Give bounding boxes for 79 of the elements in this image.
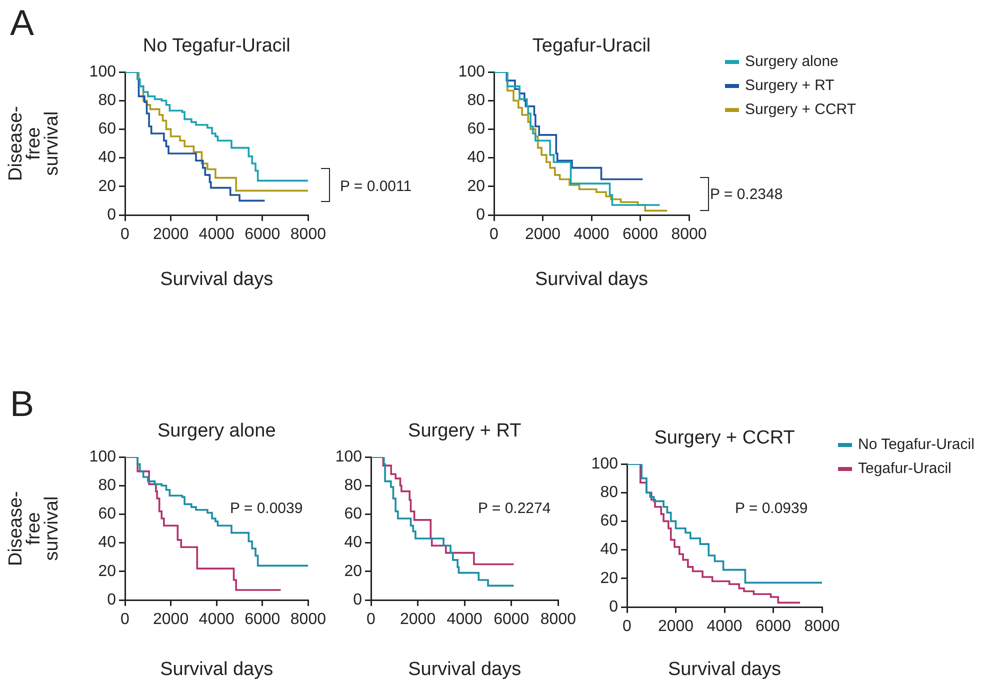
- x-tick-label: 4000: [574, 226, 610, 244]
- x-tick-label: 0: [490, 226, 499, 244]
- y-tick-label: 20: [98, 562, 116, 580]
- y-tick-label: 80: [467, 92, 486, 110]
- x-tick-label: 0: [622, 618, 632, 636]
- y-tick-label: 40: [98, 149, 116, 166]
- chart-title: No Tegafur-Uracil: [142, 36, 290, 57]
- y-tick-label: 40: [344, 534, 362, 552]
- legend-label: Surgery + RT: [745, 77, 834, 94]
- y-tick-label: 40: [600, 541, 618, 558]
- x-axis-title: Survival days: [408, 658, 522, 680]
- y-tick-label: 80: [344, 477, 362, 494]
- y-tick-label: 0: [476, 206, 486, 224]
- x-tick-label: 0: [366, 611, 376, 628]
- x-tick-label: 6000: [494, 611, 530, 628]
- y-tick-label: 0: [107, 206, 116, 224]
- x-axis-title: Survival days: [535, 268, 648, 290]
- y-tick-label: 20: [467, 178, 486, 195]
- text: B: [10, 383, 34, 425]
- y-tick-label: 80: [98, 92, 116, 110]
- chart-title: Surgery + RT: [408, 420, 522, 442]
- x-axis-title: Survival days: [160, 658, 274, 680]
- x-axis-title: Survival days: [160, 268, 274, 290]
- text: P = 0.2348: [710, 186, 783, 203]
- chart-title: Tegafur-Uracil: [532, 36, 651, 57]
- x-tick-label: 4000: [198, 226, 234, 244]
- x-tick-label: 8000: [671, 226, 707, 244]
- x-tick-label: 8000: [290, 226, 326, 244]
- y-tick-label: 60: [98, 120, 116, 138]
- legend-label: Tegafur-Uracil: [858, 460, 952, 478]
- x-tick-label: 4000: [446, 611, 482, 628]
- legend-label: Surgery + CCRT: [745, 101, 856, 118]
- y-tick-label: 100: [458, 63, 486, 80]
- annotation: P = 0.0039: [230, 500, 303, 517]
- legend-label: Surgery alone: [745, 53, 838, 70]
- x-tick-label: 2000: [400, 611, 436, 628]
- legend-label: No Tegafur-Uracil: [858, 436, 974, 454]
- y-tick-label: 80: [98, 477, 116, 494]
- y-tick-label: 100: [89, 63, 116, 80]
- annotation: P = 0.2274: [478, 500, 551, 517]
- annotation: P = 0.0939: [735, 500, 808, 517]
- x-tick-label: 8000: [290, 611, 326, 628]
- x-tick-label: 0: [120, 226, 130, 244]
- y-axis-title: Disease-free survival: [5, 491, 62, 566]
- x-tick-label: 8000: [804, 618, 840, 636]
- x-tick-label: 2000: [524, 226, 561, 244]
- x-tick-label: 6000: [244, 226, 280, 244]
- y-tick-label: 40: [467, 149, 486, 166]
- x-tick-label: 0: [120, 611, 130, 628]
- y-tick-label: 100: [591, 455, 618, 472]
- y-tick-label: 20: [600, 570, 618, 587]
- x-tick-label: 2000: [658, 618, 694, 636]
- y-tick-label: 0: [107, 591, 116, 608]
- x-tick-label: 6000: [755, 618, 792, 636]
- y-tick-label: 20: [344, 562, 362, 580]
- x-tick-label: 4000: [706, 618, 742, 636]
- y-tick-label: 100: [89, 448, 116, 466]
- chart-title: Surgery alone: [157, 420, 276, 442]
- x-tick-label: 4000: [198, 611, 234, 628]
- x-axis-title: Survival days: [668, 658, 781, 680]
- y-tick-label: 100: [335, 448, 362, 466]
- chart-title: Surgery + CCRT: [654, 428, 796, 449]
- y-tick-label: 60: [467, 120, 486, 138]
- y-tick-label: 60: [344, 506, 362, 523]
- x-tick-label: 6000: [244, 611, 280, 628]
- y-tick-label: 0: [353, 591, 362, 608]
- text: A: [10, 2, 34, 44]
- x-tick-label: 6000: [622, 226, 658, 244]
- y-tick-label: 20: [98, 178, 116, 195]
- text: P = 0.0011: [340, 178, 412, 195]
- x-tick-label: 2000: [153, 611, 189, 628]
- y-tick-label: 60: [600, 512, 618, 530]
- x-tick-label: 8000: [540, 611, 576, 628]
- y-tick-label: 0: [609, 598, 618, 616]
- y-tick-label: 60: [98, 506, 116, 523]
- y-axis-title: Disease-free survival: [5, 106, 62, 181]
- y-tick-label: 40: [98, 534, 116, 552]
- x-tick-label: 2000: [153, 226, 189, 244]
- y-tick-label: 80: [600, 484, 618, 502]
